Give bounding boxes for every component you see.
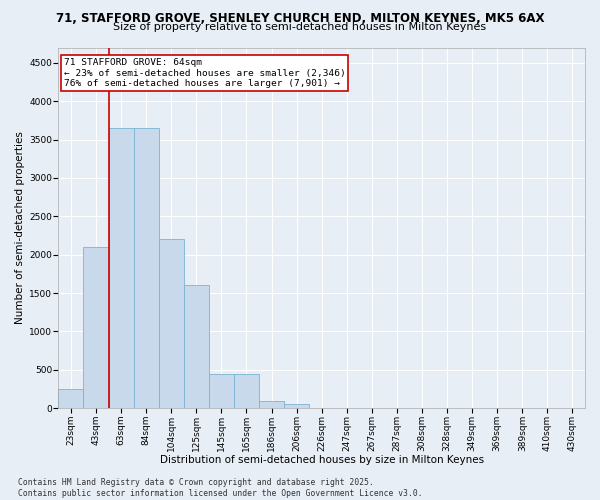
Bar — [159, 240, 184, 408]
Bar — [109, 128, 134, 408]
Text: 71 STAFFORD GROVE: 64sqm
← 23% of semi-detached houses are smaller (2,346)
76% o: 71 STAFFORD GROVE: 64sqm ← 23% of semi-d… — [64, 58, 346, 88]
Bar — [184, 286, 209, 408]
Bar — [259, 400, 284, 408]
Text: Contains HM Land Registry data © Crown copyright and database right 2025.
Contai: Contains HM Land Registry data © Crown c… — [18, 478, 422, 498]
Bar — [209, 374, 234, 408]
Y-axis label: Number of semi-detached properties: Number of semi-detached properties — [15, 132, 25, 324]
X-axis label: Distribution of semi-detached houses by size in Milton Keynes: Distribution of semi-detached houses by … — [160, 455, 484, 465]
Bar — [58, 389, 83, 408]
Bar — [134, 128, 159, 408]
Bar — [284, 404, 309, 408]
Bar — [83, 247, 109, 408]
Text: Size of property relative to semi-detached houses in Milton Keynes: Size of property relative to semi-detach… — [113, 22, 487, 32]
Bar — [234, 374, 259, 408]
Text: 71, STAFFORD GROVE, SHENLEY CHURCH END, MILTON KEYNES, MK5 6AX: 71, STAFFORD GROVE, SHENLEY CHURCH END, … — [56, 12, 544, 26]
